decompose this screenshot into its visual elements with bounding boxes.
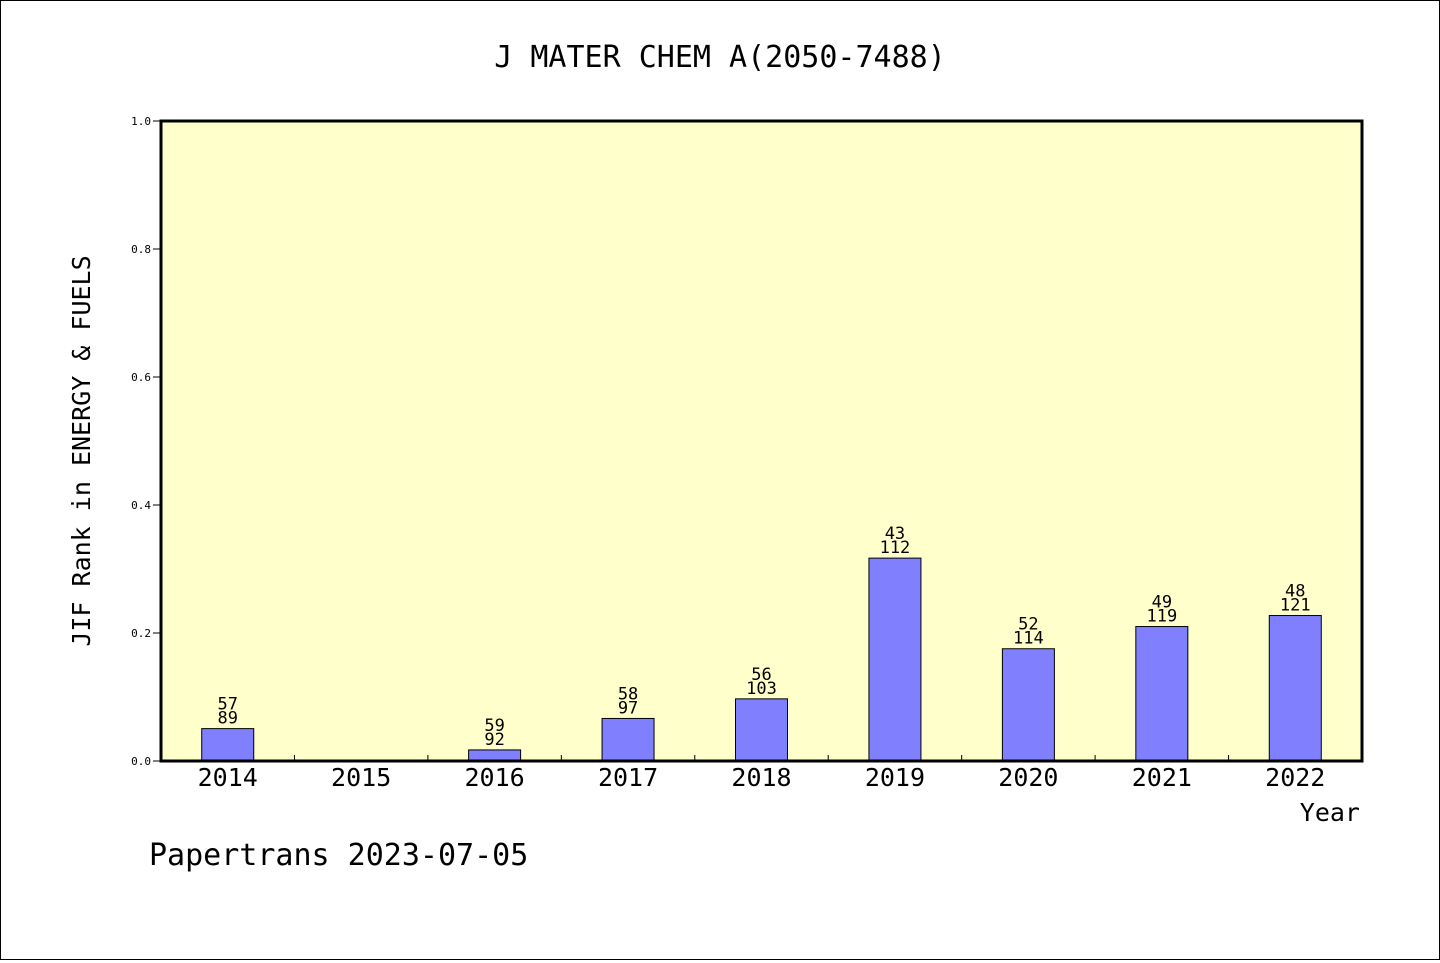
bar-total-label-2014: 89: [217, 709, 237, 729]
x-axis-ticks: 2014 2015 2016 2017 2018 2019 2020 2021 2022: [198, 755, 1325, 792]
x-axis-label: Year: [1300, 798, 1360, 827]
bar-rank-label-2016: 59: [484, 716, 504, 736]
bar-rank-label-2017: 58: [618, 684, 638, 704]
bar-2019: [868, 557, 922, 762]
y-axis-label: JIF Rank in ENERGY & FUELS: [67, 255, 96, 646]
x-tick-label-2022: 2022: [1265, 763, 1325, 792]
y-axis-ticks: 0.0 0.2 0.4 0.6 0.8 1.0: [131, 115, 161, 768]
bar-2021: [1135, 626, 1189, 762]
bar-total-label-2018: 103: [746, 679, 777, 699]
x-tick-label-2016: 2016: [465, 763, 525, 792]
bar-rank-label-2022: 48: [1285, 582, 1305, 602]
plot-frame: [159, 119, 1364, 763]
y-tick-label-0.0: 0.0: [131, 755, 151, 768]
bar-2016: [468, 749, 522, 762]
bar-rank-label-2014: 57: [217, 695, 237, 715]
bar-rank-label-2021: 49: [1152, 593, 1172, 613]
y-tick-label-0.8: 0.8: [131, 243, 151, 256]
bar-total-label-2020: 114: [1013, 629, 1044, 649]
y-tick-label-0.6: 0.6: [131, 371, 151, 384]
x-tick-label-2014: 2014: [198, 763, 258, 792]
y-tick-label-1.0: 1.0: [131, 115, 151, 128]
bar-total-label-2016: 92: [484, 730, 504, 750]
x-tick-label-2018: 2018: [731, 763, 791, 792]
bar-total-label-2017: 97: [618, 698, 638, 718]
bar-2017: [601, 717, 655, 762]
bar-2020: [1001, 648, 1055, 762]
bar-2022: [1268, 615, 1322, 762]
bar-total-label-2022: 121: [1280, 596, 1311, 616]
x-tick-label-2019: 2019: [865, 763, 925, 792]
bar-rank-label-2019: 43: [885, 524, 905, 544]
bar-rank-label-2018: 56: [751, 665, 771, 685]
bar-2018: [735, 698, 788, 762]
bar-total-label-2019: 112: [880, 538, 911, 558]
bar-2014: [201, 728, 255, 762]
x-tick-label-2021: 2021: [1132, 763, 1192, 792]
x-tick-label-2020: 2020: [998, 763, 1058, 792]
x-tick-label-2017: 2017: [598, 763, 658, 792]
watermark-text: Papertrans 2023-07-05: [149, 838, 528, 873]
y-tick-label-0.2: 0.2: [131, 627, 151, 640]
y-tick-label-0.4: 0.4: [131, 499, 151, 512]
bar-rank-label-2020: 52: [1018, 615, 1038, 635]
bars-layer: [201, 557, 1322, 762]
x-tick-label-2015: 2015: [331, 763, 391, 792]
chart-title: J MATER CHEM A(2050-7488): [494, 40, 946, 75]
bar-total-label-2021: 119: [1146, 607, 1177, 627]
